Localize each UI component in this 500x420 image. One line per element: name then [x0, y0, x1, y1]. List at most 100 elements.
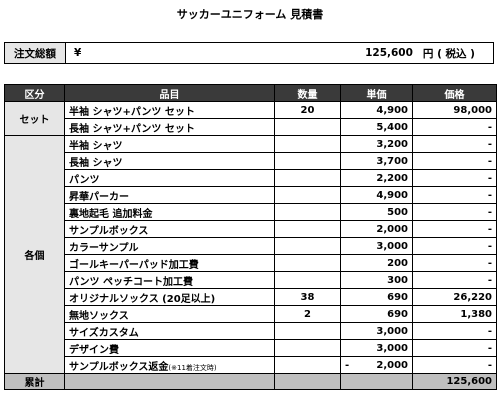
price-cell: - — [412, 118, 497, 136]
item-cell: ゴールキーパーパッド加工費 — [64, 254, 275, 272]
price-cell: - — [412, 203, 497, 221]
table-row: サンプルボックス返金(※11着注文時) -2,000 - — [5, 356, 497, 374]
table-row: パンツ 2,200 - — [5, 169, 497, 187]
unit-price-cell: 3,700 — [340, 152, 413, 170]
qty-cell — [274, 169, 341, 187]
table-row: 各個 半袖 シャツ 3,200 - — [4, 135, 497, 374]
price-cell: - — [412, 356, 497, 374]
sum-label: 累計 — [4, 373, 65, 390]
unit-price-cell: - 2,000 — [340, 356, 413, 374]
item-cell: 長袖 シャツ — [64, 152, 275, 170]
table-row: ゴールキーパーパッド加工費 200 - — [5, 254, 497, 272]
qty-cell — [274, 322, 341, 340]
price-cell: - — [412, 322, 497, 340]
negative-sign: - — [345, 359, 350, 371]
unit-price-cell: 300 — [340, 271, 413, 289]
unit-price-cell: 5,400 — [340, 118, 413, 136]
qty-cell — [274, 339, 341, 357]
unit-price-cell: 3,000 — [340, 237, 413, 255]
item-cell: カラーサンプル — [64, 237, 275, 255]
order-total-amount-area: 125,600 円 ( 税込 ) — [94, 43, 493, 63]
unit-price-cell: 2,000 — [340, 220, 413, 238]
header-unit-price: 単価 — [340, 84, 413, 102]
header-category: 区分 — [4, 84, 65, 102]
qty-cell — [274, 220, 341, 238]
qty-cell — [274, 186, 341, 204]
header-item: 品目 — [64, 84, 275, 102]
item-cell: 裏地起毛 追加料金 — [64, 203, 275, 221]
yen-sign: ¥ — [74, 47, 82, 59]
table-row: 無地ソックス 2 690 1,380 — [5, 305, 497, 323]
document-title: サッカーユニフォーム 見積書 — [176, 8, 324, 21]
sum-empty-cell — [274, 373, 341, 390]
unit-price-cell: 500 — [340, 203, 413, 221]
item-cell: サイズカスタム — [64, 322, 275, 340]
price-cell: - — [412, 169, 497, 187]
category-set: セット — [4, 101, 65, 136]
qty-cell — [274, 135, 341, 153]
table-row: オリジナルソックス (20足以上) 38 690 26,220 — [5, 288, 497, 306]
price-cell: - — [412, 254, 497, 272]
sum-empty-cell — [64, 373, 275, 390]
item-cell: 無地ソックス — [64, 305, 275, 323]
price-cell: - — [412, 237, 497, 255]
item-note: (※11着注文時) — [168, 363, 217, 372]
qty-cell — [274, 118, 341, 136]
item-cell: パンツ — [64, 169, 275, 187]
unit-price-cell: 4,900 — [340, 186, 413, 204]
item-name: サンプルボックス返金 — [69, 361, 169, 373]
sum-amount: 125,600 — [412, 373, 497, 390]
item-cell: パンツ ペッチコート加工費 — [64, 271, 275, 289]
order-total-label: 注文総額 — [5, 43, 66, 63]
item-cell: 長袖 シャツ+パンツ セット — [64, 118, 275, 136]
order-total-amount: 125,600 — [365, 47, 413, 59]
qty-cell — [274, 237, 341, 255]
category-individual: 各個 — [4, 135, 65, 374]
table-row: セット 半袖 シャツ+パンツ セット 20 4,900 98,000 — [4, 101, 497, 136]
price-cell: 26,220 — [412, 288, 497, 306]
table-row: 長袖 シャツ 3,700 - — [5, 152, 497, 170]
unit-price-cell: 200 — [340, 254, 413, 272]
price-cell: - — [412, 339, 497, 357]
table-header-row: 区分 品目 数量 単価 価格 — [4, 84, 497, 102]
item-cell: デザイン費 — [64, 339, 275, 357]
unit-price-cell: 3,000 — [340, 339, 413, 357]
table-row: サイズカスタム 3,000 - — [5, 322, 497, 340]
sum-row: 累計 125,600 — [4, 373, 497, 390]
price-cell: 98,000 — [412, 101, 497, 119]
qty-cell — [274, 356, 341, 374]
price-cell: - — [412, 220, 497, 238]
item-cell: オリジナルソックス (20足以上) — [64, 288, 275, 306]
qty-cell — [274, 271, 341, 289]
price-cell: - — [412, 271, 497, 289]
qty-cell — [274, 254, 341, 272]
item-cell: 半袖 シャツ+パンツ セット — [64, 101, 275, 119]
price-cell: - — [412, 186, 497, 204]
item-cell: 半袖 シャツ — [64, 135, 275, 153]
estimate-table: 区分 品目 数量 単価 価格 セット 半袖 シャツ+パンツ セット 20 4,9… — [4, 84, 497, 390]
unit-price-cell: 690 — [340, 288, 413, 306]
price-cell: 1,380 — [412, 305, 497, 323]
qty-cell: 2 — [274, 305, 341, 323]
table-row: デザイン費 3,000 - — [5, 339, 497, 357]
qty-cell — [274, 203, 341, 221]
unit-price-cell: 4,900 — [340, 101, 413, 119]
unit-price-cell: 3,200 — [340, 135, 413, 153]
table-row: 昇華パーカー 4,900 - — [5, 186, 497, 204]
item-cell: サンプルボックス返金(※11着注文時) — [64, 356, 275, 374]
header-qty: 数量 — [274, 84, 341, 102]
unit-price-cell: 690 — [340, 305, 413, 323]
unit-price-value: 2,000 — [376, 359, 408, 371]
table-row: パンツ ペッチコート加工費 300 - — [5, 271, 497, 289]
unit-price-cell: 2,200 — [340, 169, 413, 187]
order-total-suffix: 円 ( 税込 ) — [422, 47, 475, 60]
table-row: カラーサンプル 3,000 - — [5, 237, 497, 255]
qty-cell: 20 — [274, 101, 341, 119]
table-row: 長袖 シャツ+パンツ セット 5,400 - — [5, 118, 497, 136]
qty-cell: 38 — [274, 288, 341, 306]
item-cell: 昇華パーカー — [64, 186, 275, 204]
order-total-box: 注文総額 ¥ 125,600 円 ( 税込 ) — [4, 42, 494, 64]
price-cell: - — [412, 135, 497, 153]
item-cell: サンプルボックス — [64, 220, 275, 238]
header-price: 価格 — [412, 84, 497, 102]
